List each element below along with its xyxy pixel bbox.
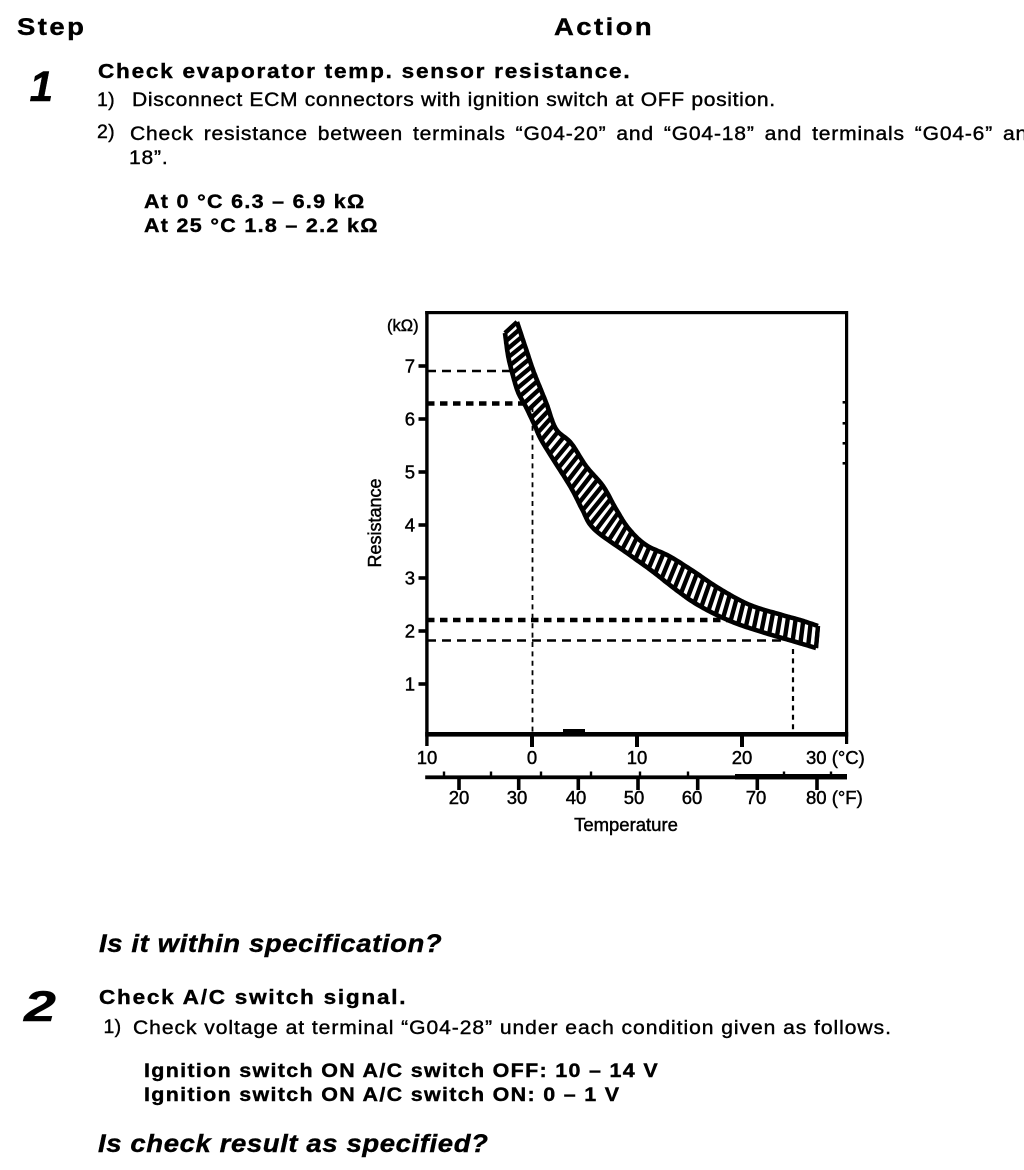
svg-text:4: 4	[405, 515, 415, 536]
svg-text:20: 20	[449, 787, 470, 808]
svg-text:2: 2	[405, 621, 415, 642]
svg-text:1: 1	[405, 674, 415, 695]
svg-text:80 (°F): 80 (°F)	[806, 787, 863, 808]
svg-text:Resistance: Resistance	[365, 478, 385, 567]
svg-text:30: 30	[507, 787, 528, 808]
svg-text:30 (°C): 30 (°C)	[806, 747, 865, 768]
svg-text:5: 5	[405, 462, 415, 483]
svg-text:70: 70	[746, 787, 767, 808]
svg-text:7: 7	[405, 356, 415, 377]
svg-text:Temperature: Temperature	[574, 814, 678, 835]
svg-text:10: 10	[627, 747, 648, 768]
svg-text:3: 3	[405, 568, 415, 589]
svg-text:10: 10	[417, 747, 438, 768]
svg-text:(kΩ): (kΩ)	[387, 317, 419, 335]
svg-text:0: 0	[527, 747, 537, 768]
svg-text:40: 40	[566, 787, 587, 808]
svg-text:20: 20	[732, 747, 753, 768]
svg-text:50: 50	[624, 787, 645, 808]
svg-text:60: 60	[682, 787, 703, 808]
svg-text:6: 6	[405, 409, 415, 430]
